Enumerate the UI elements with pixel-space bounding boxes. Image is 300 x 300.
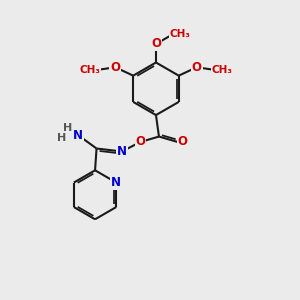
Text: O: O xyxy=(192,61,202,74)
Text: N: N xyxy=(111,176,121,189)
Text: CH₃: CH₃ xyxy=(169,28,190,38)
Text: CH₃: CH₃ xyxy=(80,65,100,75)
Text: O: O xyxy=(151,38,161,50)
Text: O: O xyxy=(135,135,146,148)
Text: N: N xyxy=(117,145,127,158)
Text: H: H xyxy=(63,123,72,133)
Text: O: O xyxy=(178,135,188,148)
Text: O: O xyxy=(110,61,120,74)
Text: H: H xyxy=(57,133,66,143)
Text: N: N xyxy=(73,129,83,142)
Text: CH₃: CH₃ xyxy=(212,65,233,75)
